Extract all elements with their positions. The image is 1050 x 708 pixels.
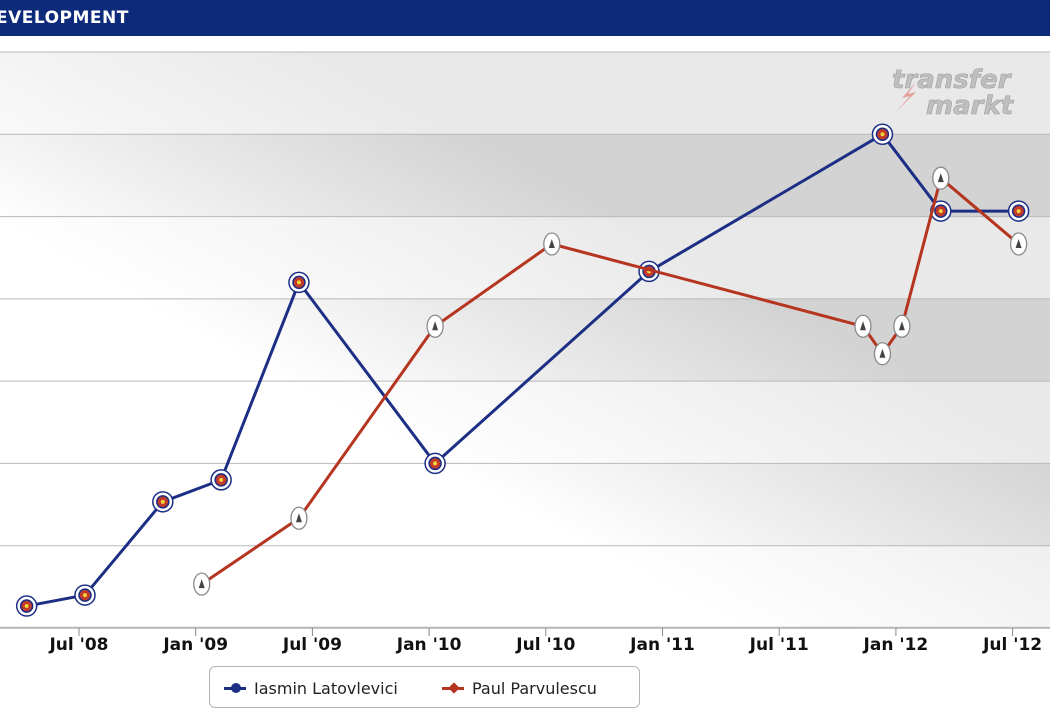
header-bar: EVELOPMENT bbox=[0, 0, 1050, 36]
data-point[interactable] bbox=[193, 572, 211, 596]
data-point[interactable] bbox=[15, 595, 38, 617]
data-point[interactable] bbox=[543, 232, 561, 256]
transfermarkt-logo: transfer markt bbox=[886, 64, 1046, 126]
x-tick-label: Jul '09 bbox=[282, 635, 342, 655]
data-point[interactable] bbox=[290, 506, 308, 530]
data-point[interactable] bbox=[932, 166, 950, 190]
x-tick-label: Jan '11 bbox=[629, 635, 695, 655]
x-tick-label: Jan '10 bbox=[396, 635, 462, 655]
x-axis: Jul '08 Jan '09 Jul '09 Jan '10 Jul '10 Jan '… bbox=[48, 628, 1042, 655]
x-tick-label: Jul '10 bbox=[515, 635, 575, 655]
data-point[interactable] bbox=[854, 314, 872, 338]
header-title: EVELOPMENT bbox=[0, 8, 129, 28]
svg-text:markt: markt bbox=[926, 91, 1015, 121]
x-tick-label: Jan '09 bbox=[162, 635, 228, 655]
data-point[interactable] bbox=[1009, 232, 1028, 256]
x-tick-label: Jan '12 bbox=[863, 635, 929, 655]
data-point[interactable] bbox=[873, 342, 892, 366]
legend-marker-red bbox=[448, 682, 460, 694]
x-tick-label: Jul '11 bbox=[749, 635, 809, 655]
data-point[interactable] bbox=[288, 271, 310, 294]
data-point[interactable] bbox=[871, 123, 894, 146]
data-point[interactable] bbox=[1007, 200, 1030, 222]
data-point[interactable] bbox=[424, 452, 446, 475]
data-point[interactable] bbox=[893, 314, 911, 338]
data-point[interactable] bbox=[74, 584, 96, 606]
data-point[interactable] bbox=[152, 491, 174, 513]
legend-label-latovlevici: Iasmin Latovlevici bbox=[254, 679, 398, 698]
data-point[interactable] bbox=[930, 200, 952, 222]
legend: Iasmin Latovlevici Paul Parvulescu bbox=[209, 666, 640, 708]
bands-fade bbox=[0, 52, 1050, 626]
legend-label-parvulescu: Paul Parvulescu bbox=[472, 679, 597, 698]
legend-marker-blue bbox=[231, 683, 241, 693]
series-layer bbox=[15, 123, 1030, 617]
data-point[interactable] bbox=[210, 469, 232, 491]
x-tick-label: Jul '08 bbox=[48, 635, 108, 655]
data-point[interactable] bbox=[426, 314, 444, 338]
x-tick-label: Jul '12 bbox=[982, 635, 1042, 655]
svg-text:transfer: transfer bbox=[892, 65, 1013, 95]
series-line-0 bbox=[26, 132, 1019, 608]
